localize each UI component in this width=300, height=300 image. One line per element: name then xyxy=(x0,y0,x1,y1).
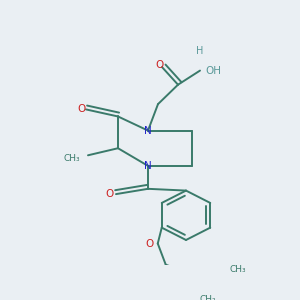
Text: N: N xyxy=(144,161,152,171)
Text: N: N xyxy=(144,126,152,136)
Text: OH: OH xyxy=(205,66,221,76)
Text: CH₃: CH₃ xyxy=(230,266,246,274)
Text: O: O xyxy=(78,104,86,114)
Text: O: O xyxy=(106,189,114,199)
Text: CH₂: CH₂ xyxy=(200,296,216,300)
Text: O: O xyxy=(156,60,164,70)
Text: H: H xyxy=(196,46,204,56)
Text: CH₃: CH₃ xyxy=(63,154,80,163)
Text: O: O xyxy=(146,238,154,248)
